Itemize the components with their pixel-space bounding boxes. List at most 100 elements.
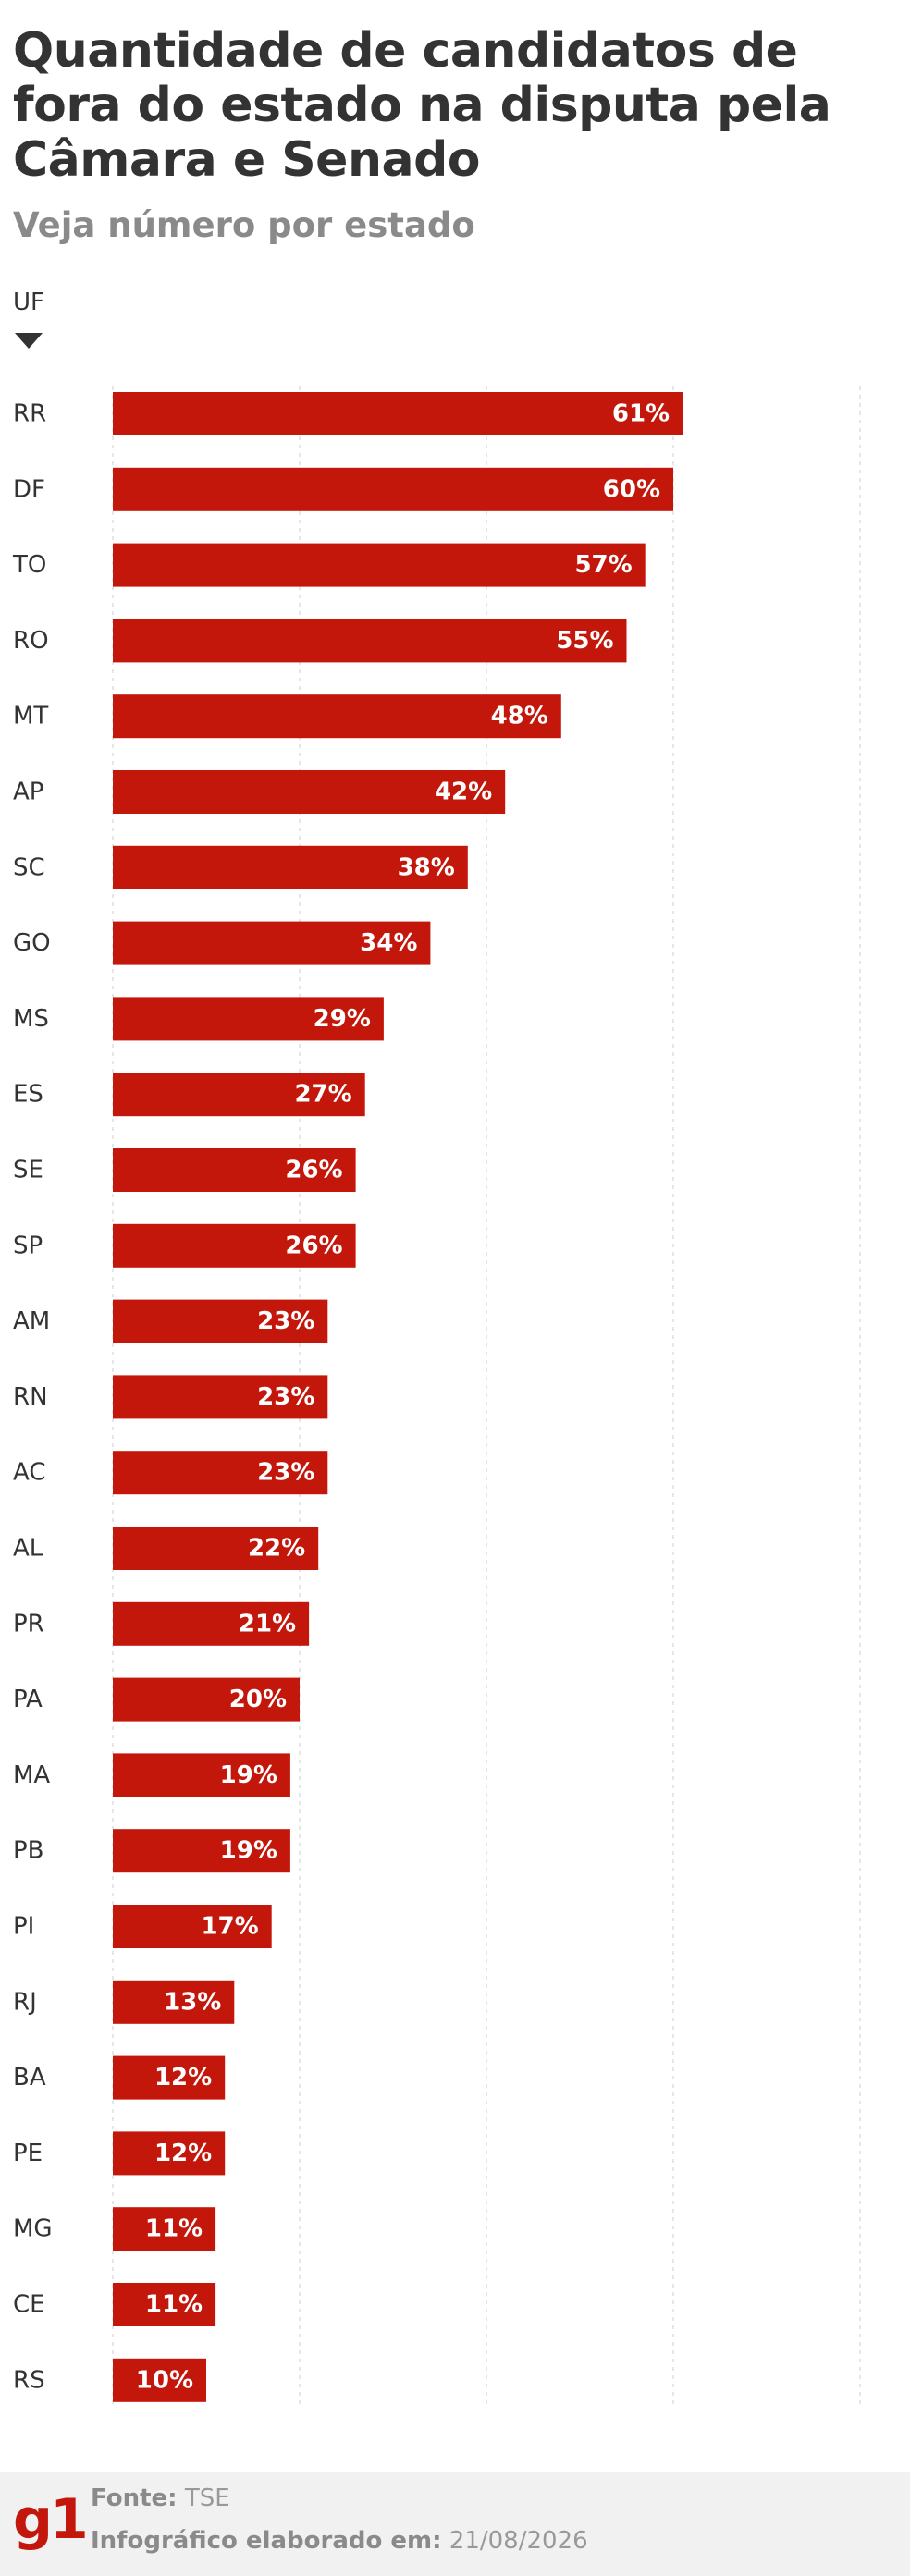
bar-row-pi: PI 17% [13, 1905, 272, 1948]
bar-row-al: AL 22% [13, 1527, 319, 1570]
chart-title: Quantidade de candidatos de fora do esta… [13, 23, 831, 188]
value-label: 13% [164, 1988, 221, 2016]
value-label: 11% [145, 2291, 203, 2319]
bar-row-df: DF 60% [13, 467, 673, 511]
footer: g1 Fonte: TSE Infográfico elaborado em: … [0, 2472, 910, 2576]
category-label: MG [13, 2215, 53, 2243]
category-label: RJ [13, 1988, 37, 2016]
category-label: CE [13, 2291, 45, 2319]
category-label: SP [13, 1232, 43, 1259]
value-label: 17% [201, 1913, 258, 1941]
bar-row-sp: SP 26% [13, 1223, 356, 1268]
value-label: 20% [229, 1686, 287, 1713]
bar [113, 1223, 356, 1268]
value-label: 23% [257, 1307, 314, 1335]
bars: RR 61% DF 60% TO 57% RO 55% MT 48% AP 42% SC 38% GO 34%… [12, 392, 683, 2402]
bar [113, 543, 646, 587]
bar-row-go: GO 34% [13, 921, 431, 965]
bar [113, 467, 673, 511]
value-label: 11% [145, 2215, 203, 2243]
chart-subtitle: Veja número por estado [13, 205, 475, 245]
bar-row-am: AM 23% [13, 1299, 328, 1343]
value-label: 57% [574, 551, 632, 579]
bar-row-ro: RO 55% [13, 619, 627, 663]
value-label: 55% [556, 627, 613, 655]
source-label: Fonte: [91, 2484, 178, 2512]
value-label: 23% [257, 1459, 314, 1487]
value-label: 27% [294, 1081, 351, 1109]
category-label: PA [13, 1686, 43, 1713]
value-label: 23% [257, 1383, 314, 1411]
category-label: MS [13, 1005, 49, 1033]
category-label: PR [13, 1610, 44, 1638]
bar [113, 770, 506, 814]
bar-row-to: TO 57% [12, 543, 646, 587]
bar [113, 997, 384, 1041]
bar-row-ac: AC 23% [13, 1451, 328, 1495]
bar [113, 1601, 310, 1646]
bar-row-pb: PB 19% [13, 1829, 290, 1873]
bar-row-ma: MA 19% [13, 1753, 290, 1797]
category-label: MT [13, 703, 48, 730]
bar [113, 2055, 226, 2100]
bar-row-ap: AP 42% [13, 770, 506, 814]
bar-row-se: SE 26% [13, 1148, 356, 1192]
category-label: BA [13, 2064, 46, 2091]
category-label: AC [13, 1459, 45, 1487]
value-label: 42% [435, 779, 492, 806]
category-label: AP [13, 779, 43, 806]
category-label: DF [13, 475, 45, 503]
category-label: PE [13, 2140, 43, 2167]
category-label: AM [13, 1307, 50, 1335]
bar-row-sc: SC 38% [13, 845, 468, 889]
category-label: RN [13, 1383, 48, 1411]
bar-row-ms: MS 29% [13, 997, 384, 1041]
bar [113, 1677, 300, 1722]
value-label: 22% [248, 1535, 305, 1563]
bar [113, 1299, 328, 1343]
bar [113, 1073, 365, 1117]
source-value: TSE [184, 2484, 230, 2512]
bar-row-rn: RN 23% [13, 1375, 328, 1419]
category-label: PI [13, 1913, 34, 1941]
bar [113, 2358, 206, 2402]
category-label: ES [13, 1081, 43, 1109]
bar-row-rj: RJ 13% [13, 1980, 235, 2024]
bar [113, 1980, 235, 2024]
value-label: 19% [220, 1837, 277, 1865]
uf-column-header[interactable]: UF [13, 288, 44, 316]
value-label: 26% [285, 1157, 342, 1184]
category-label: TO [12, 551, 46, 579]
bar [113, 2283, 216, 2326]
bar-row-pr: PR 21% [13, 1601, 310, 1646]
bar [113, 1148, 356, 1192]
bar-row-ba: BA 12% [13, 2055, 226, 2100]
bar [113, 2207, 216, 2251]
bar-row-pa: PA 20% [13, 1677, 300, 1722]
caret-down-icon[interactable] [15, 333, 43, 349]
bar-row-es: ES 27% [13, 1073, 365, 1117]
value-label: 61% [612, 400, 670, 428]
value-label: 10% [136, 2366, 193, 2394]
category-label: RO [13, 627, 49, 655]
bar [113, 1753, 290, 1797]
category-label: RR [13, 400, 46, 428]
value-label: 12% [154, 2140, 212, 2167]
value-label: 34% [360, 929, 417, 957]
bar-row-pe: PE 12% [13, 2131, 226, 2176]
bar-row-ce: CE 11% [13, 2283, 216, 2326]
category-label: AL [13, 1535, 43, 1563]
date-line: Infográfico elaborado em: 21/08/2026 [91, 2527, 588, 2555]
bar-row-mt: MT 48% [13, 694, 561, 739]
bar [113, 694, 561, 739]
bar [113, 921, 431, 965]
category-label: RS [13, 2366, 45, 2394]
value-label: 19% [220, 1761, 277, 1789]
bar [113, 845, 468, 889]
bar-row-mg: MG 11% [13, 2207, 216, 2251]
value-label: 21% [239, 1610, 296, 1638]
bar-row-rs: RS 10% [13, 2358, 206, 2402]
bar [113, 1527, 319, 1570]
category-label: PB [13, 1837, 44, 1865]
bar [113, 1451, 328, 1495]
